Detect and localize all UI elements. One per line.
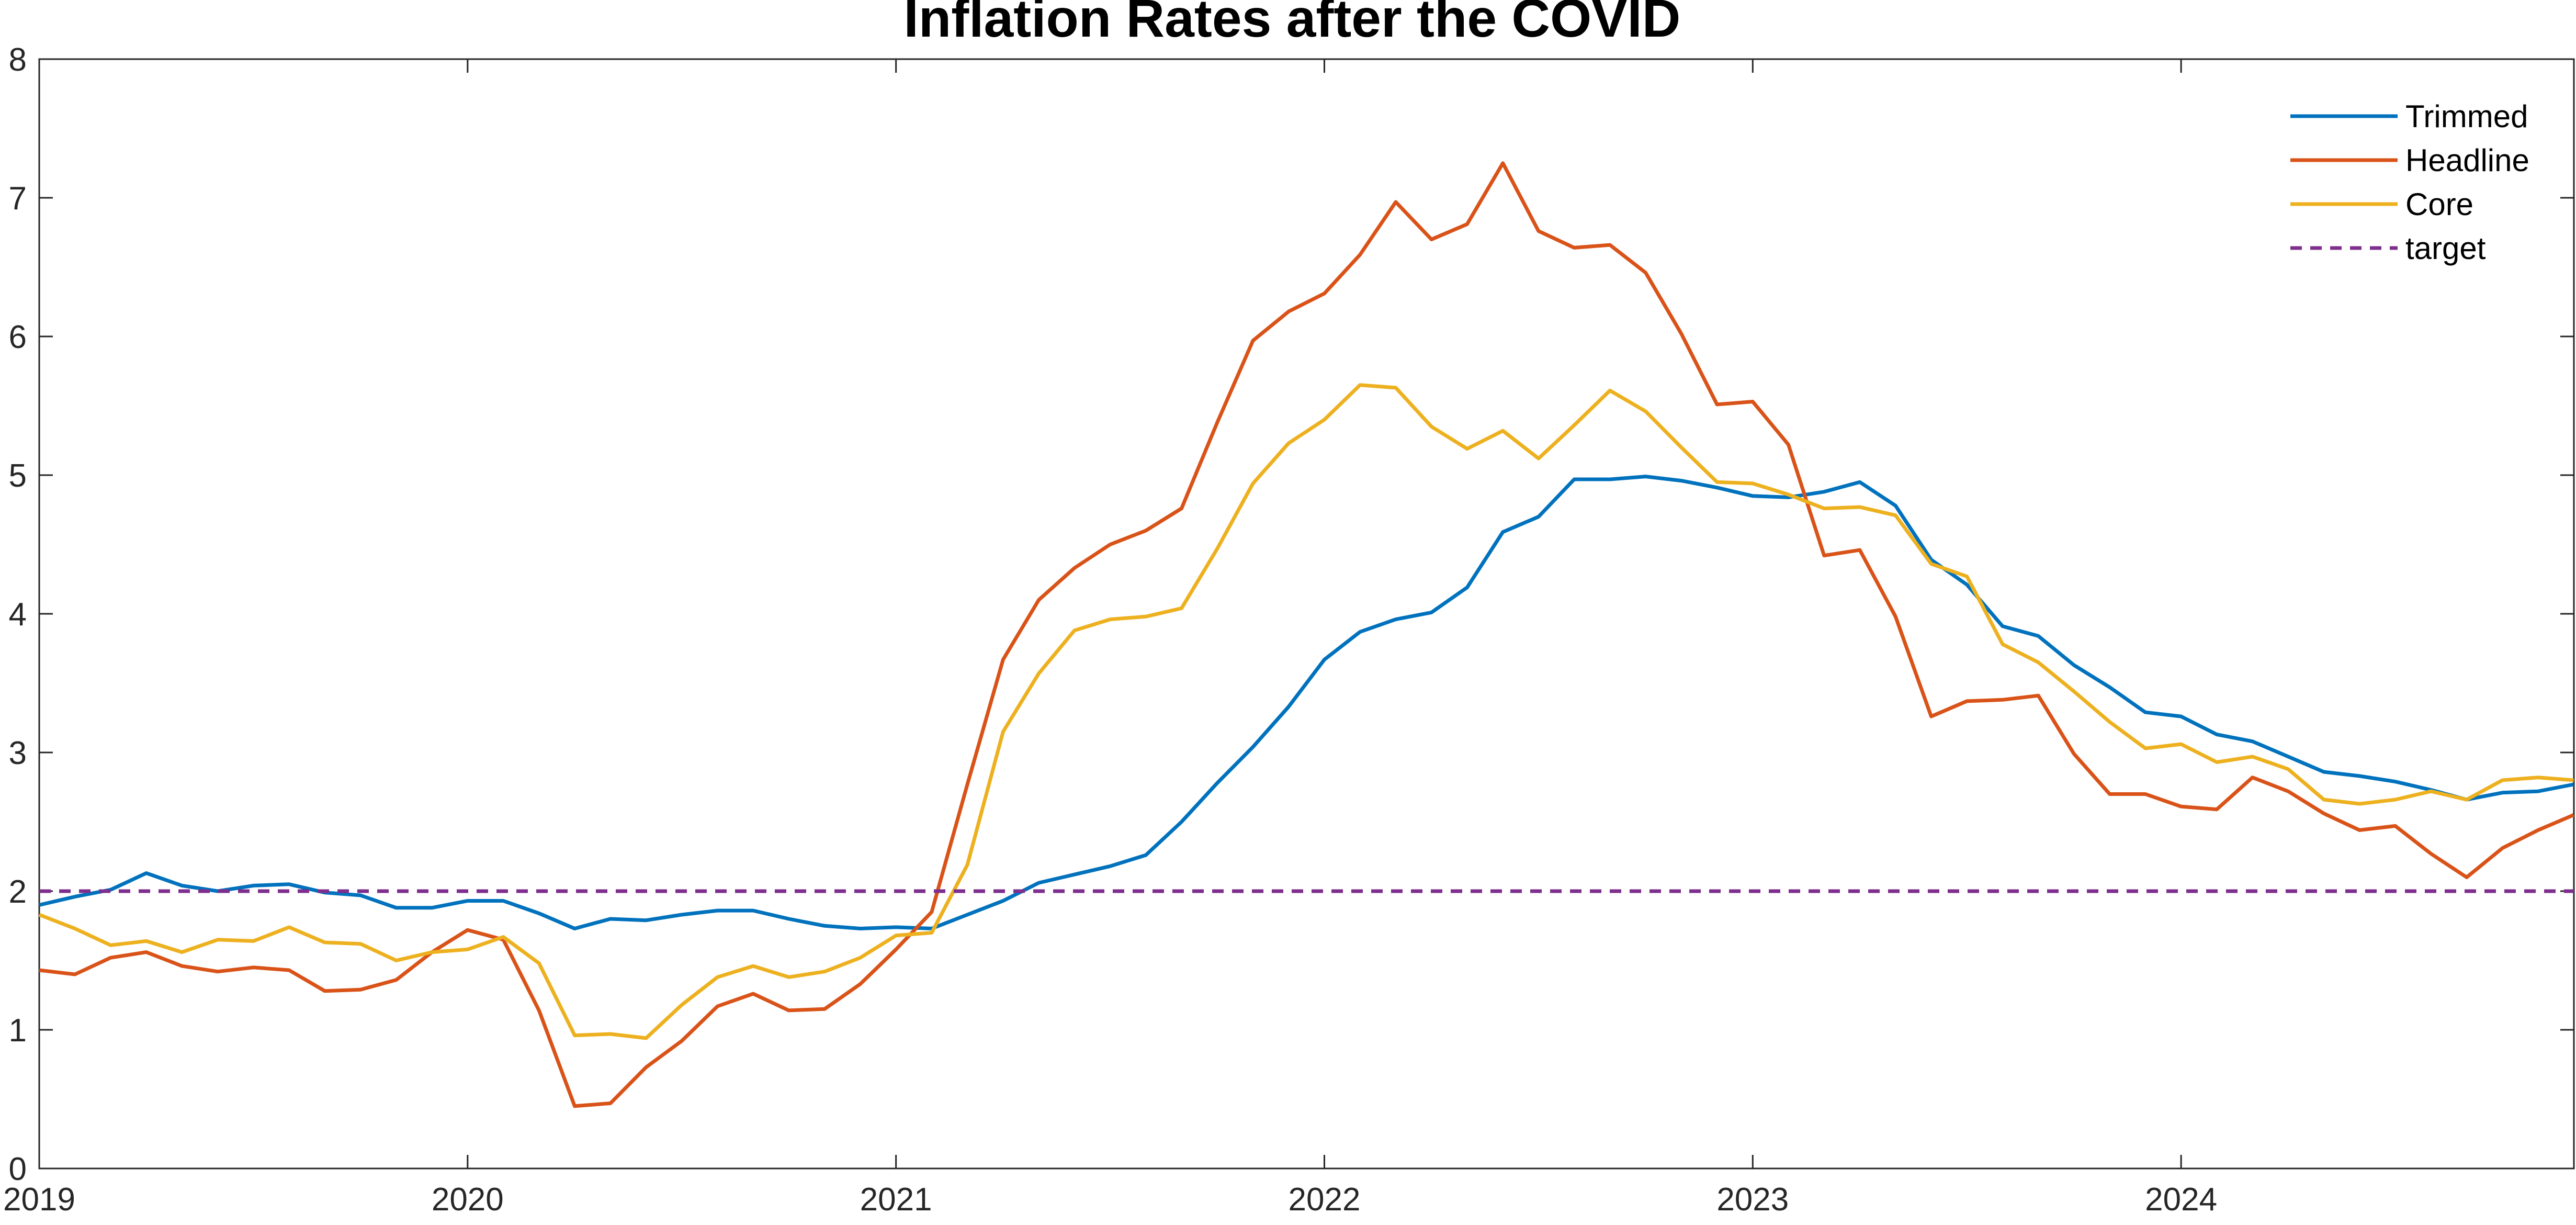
x-tick-label: 2024 xyxy=(2145,1182,2217,1218)
y-tick-label: 7 xyxy=(9,181,27,217)
series-lines xyxy=(38,161,2575,1108)
x-tick-label: 2020 xyxy=(432,1182,504,1218)
x-tick-label: 2019 xyxy=(3,1182,75,1218)
y-tick-label: 4 xyxy=(9,597,27,633)
y-tick-label: 8 xyxy=(9,42,27,78)
y-tick-label: 3 xyxy=(9,735,27,771)
series-line-core xyxy=(38,383,2574,1040)
legend: Trimmed Headline Core target xyxy=(2290,99,2529,266)
legend-label-headline: Headline xyxy=(2405,143,2529,178)
chart-title: Inflation Rates after the COVID xyxy=(904,0,1681,48)
y-tick-label: 2 xyxy=(9,874,27,910)
y-tick-label: 5 xyxy=(9,458,27,494)
y-tick-label: 6 xyxy=(9,319,27,355)
y-tick-label: 1 xyxy=(9,1013,27,1049)
x-tick-label: 2021 xyxy=(860,1182,932,1218)
plot-frame xyxy=(38,58,2575,1170)
axes: 0 1 2 3 4 5 6 7 8 2019 2020 2021 2022 2023 2024 xyxy=(3,42,2575,1218)
series-line-trimmed xyxy=(39,475,2574,930)
legend-label-core: Core xyxy=(2405,187,2473,222)
x-tick-label: 2023 xyxy=(1716,1182,1789,1218)
y-tick-label: 0 xyxy=(9,1151,27,1187)
legend-label-trimmed: Trimmed xyxy=(2405,99,2528,134)
legend-label-target: target xyxy=(2405,231,2486,266)
series-line-headline xyxy=(39,161,2575,1108)
x-tick-label: 2022 xyxy=(1289,1182,1361,1218)
